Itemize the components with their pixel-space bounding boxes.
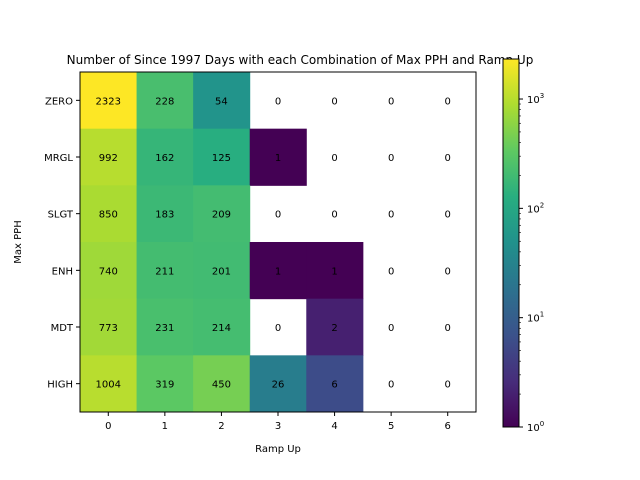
heatmap-cell [80,185,138,243]
y-axis-label: Max PPH [13,220,24,263]
cell-value-label: 183 [155,210,174,221]
cell-value-label: 54 [215,96,228,107]
cell-value-label: 1004 [96,380,121,391]
cell-value-label: 26 [272,380,285,391]
cell-value-label: 2 [331,323,337,334]
cell-value-label: 0 [331,153,337,164]
heatmap-cells [80,72,364,413]
x-tick-label: 6 [445,421,451,432]
colorbar-tick-label: 103 [527,92,544,106]
heatmap-cell [136,242,194,300]
chart-title: Number of Since 1997 Days with each Comb… [67,53,534,67]
heatmap-cell [193,298,251,356]
y-tick-label: SLGT [48,210,74,221]
colorbar-ticks: 100 101 102 103 [519,92,544,434]
heatmap-cell [193,242,251,300]
cell-value-label: 0 [331,96,337,107]
x-tick-label: 0 [105,421,111,432]
x-tick-label: 2 [218,421,224,432]
colorbar-gradient [502,58,520,428]
heatmap-cell [80,72,138,130]
cell-value-label: 0 [388,266,394,277]
x-tick-label: 5 [388,421,394,432]
colorbar: 100 101 102 103 [502,58,544,434]
heatmap-cell [193,185,251,243]
cell-value-label: 319 [155,380,174,391]
heatmap-cell [306,242,364,300]
cell-value-label: 228 [155,96,174,107]
x-tick-label: 3 [275,421,281,432]
cell-value-label: 0 [275,210,281,221]
cell-value-label: 0 [445,323,451,334]
cell-value-label: 0 [445,153,451,164]
colorbar-tick-label: 100 [527,420,544,434]
heatmap-cell [136,185,194,243]
y-tick-label: ENH [52,266,73,277]
cell-value-label: 0 [275,96,281,107]
cell-value-label: 740 [99,266,118,277]
heatmap-cell [249,128,307,186]
heatmap-cell [193,355,251,413]
cell-value-label: 1 [275,266,281,277]
cell-value-label: 209 [212,210,231,221]
cell-value-label: 201 [212,266,231,277]
cell-value-label: 162 [155,153,174,164]
heatmap-cell [193,128,251,186]
y-tick-label: ZERO [45,96,73,107]
cell-value-label: 1 [275,153,281,164]
heatmap-cell [306,355,364,413]
cell-value-label: 0 [388,210,394,221]
cell-value-label: 0 [445,266,451,277]
heatmap-cell [80,128,138,186]
heatmap-cell [80,242,138,300]
cell-value-label: 2323 [96,96,121,107]
heatmap-cell [306,298,364,356]
y-axis-ticks: ZERO MRGL SLGT ENH MDT HIGH [44,96,80,391]
cell-value-label: 850 [99,210,118,221]
heatmap-cell [193,72,251,130]
colorbar-tick-label: 101 [527,311,544,325]
cell-value-label: 0 [388,153,394,164]
cell-value-label: 0 [445,380,451,391]
cell-value-label: 0 [388,96,394,107]
cell-value-label: 773 [99,323,118,334]
cell-value-label: 231 [155,323,174,334]
cell-value-label: 0 [445,210,451,221]
heatmap-cell [80,355,138,413]
cell-value-label: 1 [331,266,337,277]
cell-value-label: 0 [445,96,451,107]
x-axis-ticks: 0 1 2 3 4 5 6 [105,412,451,432]
y-tick-label: MRGL [44,153,73,164]
cell-value-label: 125 [212,153,231,164]
heatmap-cell [80,298,138,356]
cell-value-label: 214 [212,323,231,334]
cell-value-label: 0 [388,323,394,334]
cell-value-label: 0 [388,380,394,391]
y-tick-label: HIGH [47,380,73,391]
cell-value-label: 211 [155,266,174,277]
heatmap-cell [136,355,194,413]
heatmap-cell [249,242,307,300]
x-tick-label: 4 [331,421,337,432]
cell-value-label: 6 [331,380,337,391]
cell-value-label: 0 [275,323,281,334]
cell-value-label: 450 [212,380,231,391]
colorbar-tick-label: 102 [527,201,544,215]
heatmap-cell [249,355,307,413]
heatmap-cell [136,298,194,356]
x-axis-label: Ramp Up [255,444,301,455]
x-tick-label: 1 [162,421,168,432]
y-tick-label: MDT [51,323,74,334]
heatmap-cell [136,128,194,186]
cell-value-label: 992 [99,153,118,164]
cell-value-label: 0 [331,210,337,221]
heatmap-cell [136,72,194,130]
